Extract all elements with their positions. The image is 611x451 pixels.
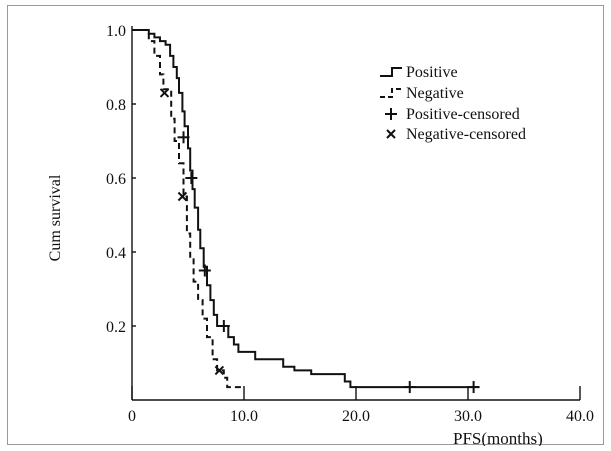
x-axis-label: PFS(months) — [453, 429, 543, 446]
legend-label: Positive-censored — [406, 106, 520, 123]
y-tick-label: 0.4 — [106, 245, 126, 262]
positive-censored-mark — [185, 172, 198, 184]
censor-stroke — [214, 365, 225, 376]
censor-marks — [159, 88, 480, 394]
positive-censored-mark — [217, 320, 230, 332]
positive-censored-mark — [177, 131, 190, 144]
x-tick-label: 40.0 — [566, 408, 594, 425]
legend-swatch-negative-censored — [386, 129, 396, 139]
axes: 0 10.0 20.0 30.0 40.0 0.2 0.4 0.6 0.8 1.0 — [106, 23, 594, 425]
x-tick-label: 30.0 — [454, 408, 482, 425]
negative-censored-mark — [159, 88, 170, 98]
x-tick-label: 10.0 — [230, 408, 258, 425]
survival-chart: 0 10.0 20.0 30.0 40.0 0.2 0.4 0.6 0.8 1.0 Positiv… — [47, 23, 594, 446]
x-tick-label: 20.0 — [342, 408, 370, 425]
positive-censored-mark — [467, 381, 480, 394]
censor-stroke — [177, 191, 188, 202]
chart-frame: 0 10.0 20.0 30.0 40.0 0.2 0.4 0.6 0.8 1.0 Positiv… — [7, 5, 604, 446]
series-layer — [132, 29, 480, 389]
legend-label: Negative-censored — [406, 126, 526, 143]
legend-label: Negative — [406, 85, 464, 102]
positive-censored-mark — [198, 264, 211, 277]
x-tick-label: 0 — [128, 408, 136, 425]
legend-label: Positive — [406, 64, 458, 81]
y-tick-label: 1.0 — [106, 23, 126, 40]
y-tick-label: 0.6 — [106, 171, 126, 188]
series-line-positive — [132, 29, 480, 389]
negative-censored-mark — [177, 191, 188, 202]
y-tick-label: 0.2 — [106, 319, 126, 336]
legend-swatch-positive — [380, 67, 402, 77]
y-axis-label: Cum survival — [47, 174, 64, 261]
positive-censored-mark — [403, 381, 416, 394]
negative-censored-mark — [214, 365, 225, 376]
legend-swatch-negative — [380, 88, 402, 98]
legend-swatch-positive-censored — [385, 108, 397, 120]
y-tick-label: 0.8 — [106, 97, 126, 114]
series-line-negative — [132, 29, 244, 389]
censor-stroke — [386, 129, 396, 139]
legend: Positive Negative Positive-censored Negativ… — [380, 64, 526, 143]
censor-stroke — [159, 88, 170, 98]
